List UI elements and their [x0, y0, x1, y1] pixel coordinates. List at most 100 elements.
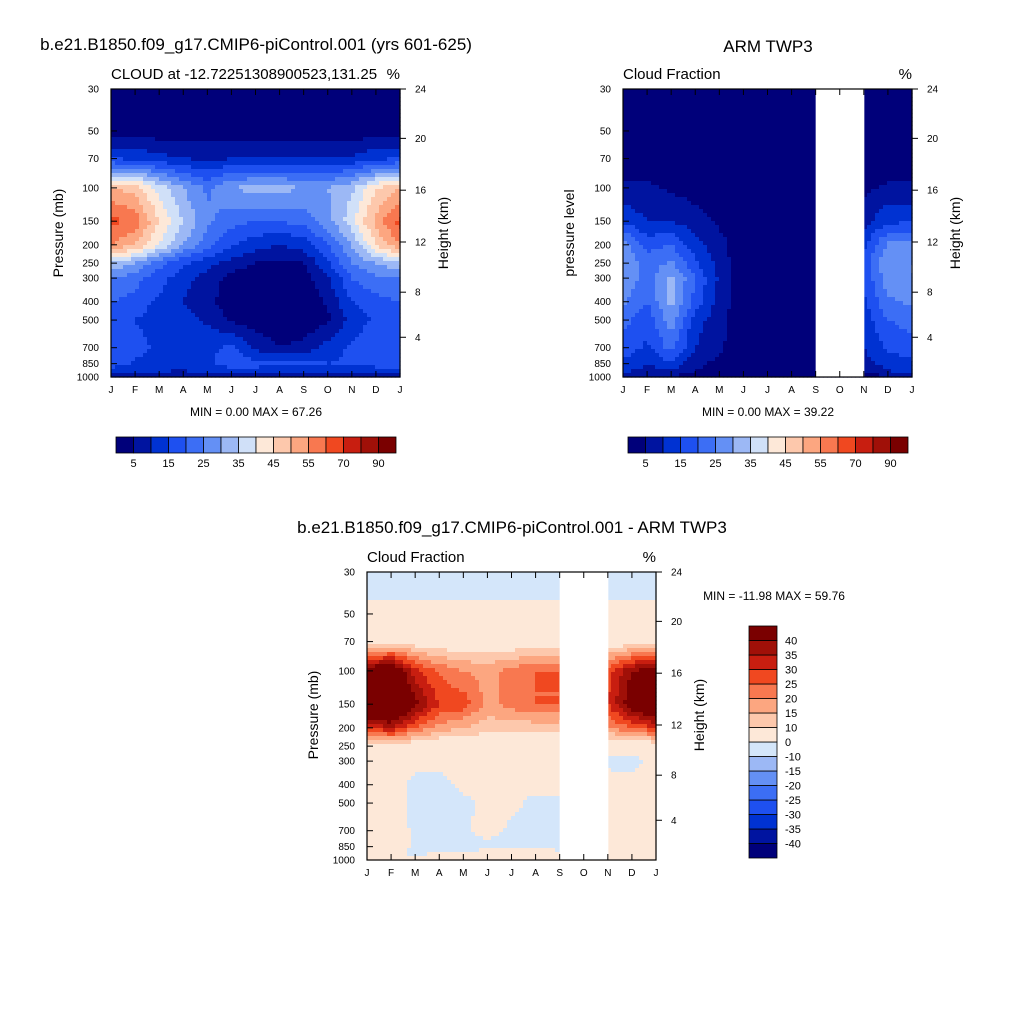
field-cell	[179, 141, 184, 146]
field-cell	[247, 217, 252, 222]
field-cell	[175, 129, 180, 134]
field-cell	[351, 113, 356, 118]
field-cell	[171, 145, 176, 150]
field-cell	[323, 153, 328, 158]
field-cell	[251, 205, 256, 210]
field-cell	[111, 169, 116, 174]
field-cell	[367, 105, 372, 110]
field-cell	[311, 197, 316, 202]
field-cell	[291, 201, 296, 206]
field-cell	[367, 133, 372, 138]
field-cell	[387, 213, 392, 218]
field-cell	[323, 129, 328, 134]
field-cell	[243, 109, 248, 114]
field-cell	[227, 109, 232, 114]
field-cell	[363, 157, 368, 162]
field-cell	[171, 101, 176, 106]
field-cell	[275, 153, 280, 158]
field-cell	[215, 133, 220, 138]
field-cell	[163, 213, 168, 218]
field-cell	[323, 117, 328, 122]
field-cell	[343, 165, 348, 170]
field-cell	[155, 149, 160, 154]
field-cell	[207, 173, 212, 178]
field-cell	[343, 169, 348, 174]
field-cell	[327, 105, 332, 110]
field-cell	[275, 141, 280, 146]
field-cell	[271, 89, 276, 94]
field-cell	[215, 161, 220, 166]
field-cell	[255, 121, 260, 126]
field-cell	[363, 177, 368, 182]
field-cell	[143, 109, 148, 114]
field-cell	[155, 157, 160, 162]
field-cell	[295, 117, 300, 122]
field-cell	[331, 93, 336, 98]
field-cell	[131, 149, 136, 154]
field-cell	[367, 153, 372, 158]
field-cell	[151, 125, 156, 130]
field-cell	[203, 141, 208, 146]
field-cell	[375, 173, 380, 178]
field-cell	[219, 177, 224, 182]
field-cell	[211, 153, 216, 158]
field-cell	[187, 205, 192, 210]
field-cell	[255, 177, 260, 182]
field-cell	[199, 109, 204, 114]
field-cell	[363, 117, 368, 122]
field-cell	[323, 93, 328, 98]
field-cell	[255, 101, 260, 106]
field-cell	[319, 149, 324, 154]
field-cell	[303, 189, 308, 194]
field-cell	[391, 121, 396, 126]
field-cell	[203, 117, 208, 122]
field-cell	[191, 145, 196, 150]
field-cell	[303, 173, 308, 178]
field-cell	[375, 101, 380, 106]
field-cell	[339, 133, 344, 138]
field-cell	[179, 209, 184, 214]
field-cell	[175, 193, 180, 198]
field-cell	[323, 125, 328, 130]
field-cell	[391, 173, 396, 178]
field-cell	[355, 113, 360, 118]
field-cell	[315, 149, 320, 154]
field-cell	[235, 189, 240, 194]
field-cell	[267, 189, 272, 194]
field-cell	[199, 133, 204, 138]
field-cell	[139, 165, 144, 170]
field-cell	[187, 157, 192, 162]
field-cell	[379, 121, 384, 126]
field-cell	[155, 109, 160, 114]
field-cell	[243, 129, 248, 134]
field-cell	[175, 161, 180, 166]
field-cell	[235, 89, 240, 94]
field-cell	[299, 129, 304, 134]
field-cell	[219, 133, 224, 138]
field-cell	[139, 205, 144, 210]
field-cell	[307, 193, 312, 198]
field-cell	[151, 157, 156, 162]
field-cell	[175, 201, 180, 206]
field-cell	[231, 189, 236, 194]
field-cell	[187, 93, 192, 98]
field-cell	[383, 181, 388, 186]
field-cell	[331, 105, 336, 110]
field-cell	[211, 157, 216, 162]
field-cell	[303, 101, 308, 106]
field-cell	[319, 185, 324, 190]
field-cell	[231, 109, 236, 114]
field-cell	[147, 137, 152, 142]
field-cell	[303, 133, 308, 138]
field-cell	[227, 153, 232, 158]
field-cell	[375, 133, 380, 138]
field-cell	[179, 177, 184, 182]
field-cell	[187, 217, 192, 222]
field-cell	[295, 121, 300, 126]
field-cell	[243, 185, 248, 190]
field-cell	[155, 113, 160, 118]
field-cell	[179, 117, 184, 122]
field-cell	[387, 141, 392, 146]
field-cell	[267, 165, 272, 170]
field-cell	[279, 113, 284, 118]
